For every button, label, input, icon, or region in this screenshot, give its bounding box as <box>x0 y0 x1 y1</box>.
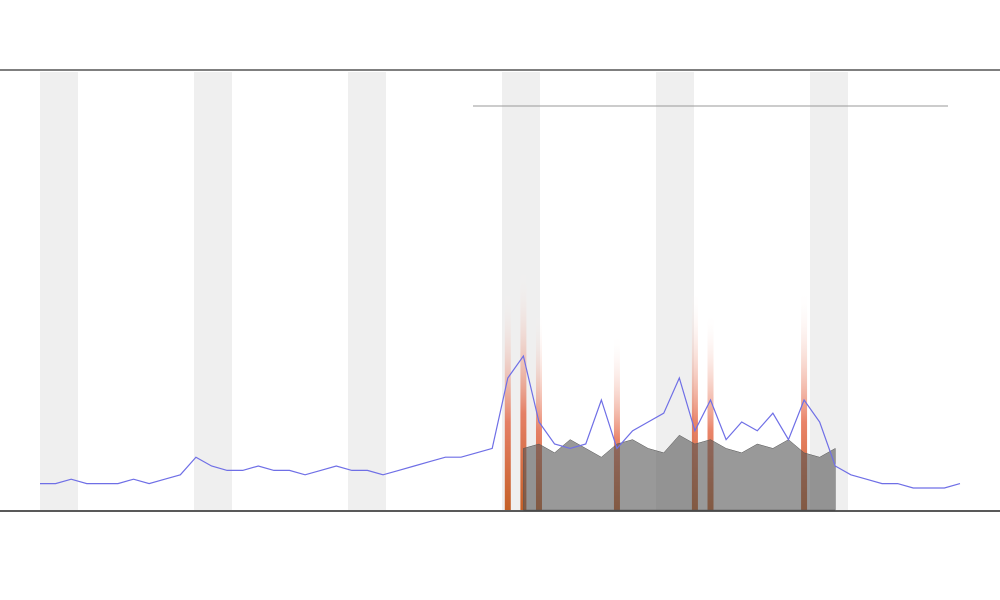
band <box>348 72 386 510</box>
spike <box>535 312 542 510</box>
spike <box>691 290 698 510</box>
band <box>656 72 694 510</box>
band <box>194 72 232 510</box>
background-bands <box>40 72 848 510</box>
density-area <box>523 434 836 511</box>
signal-line <box>40 354 961 489</box>
spike <box>613 334 620 510</box>
band <box>40 72 78 510</box>
spike <box>504 290 511 510</box>
band <box>810 72 848 510</box>
spike <box>520 268 527 510</box>
spike <box>707 312 714 510</box>
